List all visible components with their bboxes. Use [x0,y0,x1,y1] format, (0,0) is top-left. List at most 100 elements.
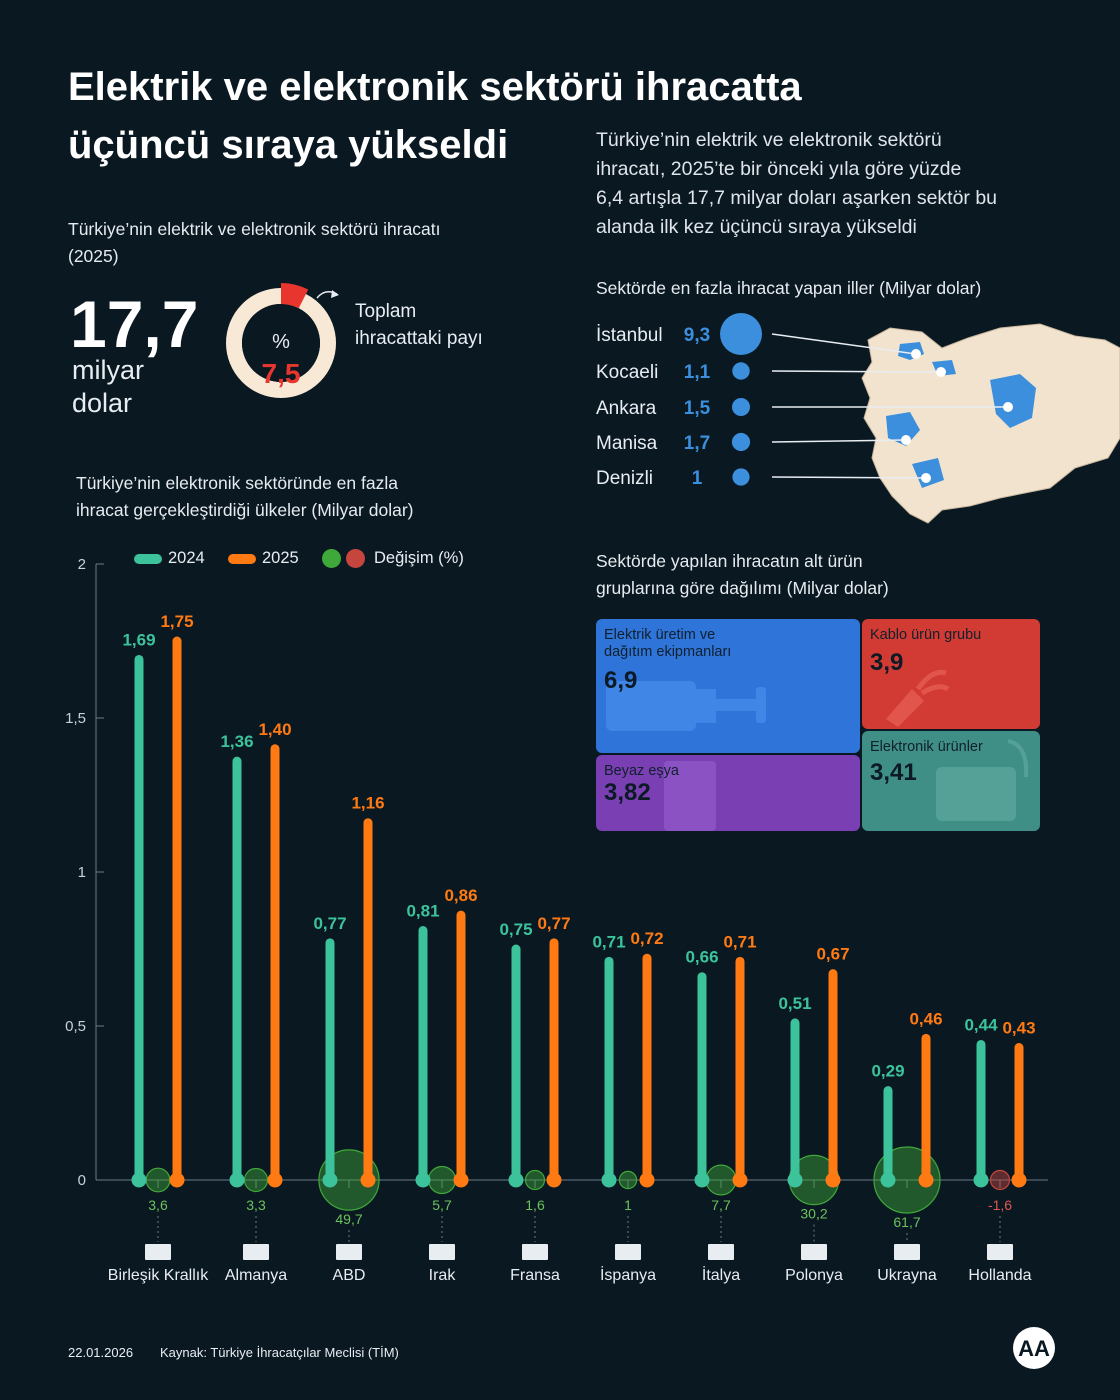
change-bubble [427,1165,457,1195]
change-label: 61,7 [893,1214,920,1230]
bar-base-dot-2024 [131,1172,147,1188]
change-label: 1,6 [525,1197,545,1213]
country-flag-icon [708,1244,734,1260]
tile-label: Elektronik ürünler [870,739,983,756]
change-label: 30,2 [800,1206,827,1222]
unit-line: dolar [72,388,133,418]
country-flag-icon [145,1244,171,1260]
bar-base-dot-2025 [267,1172,283,1188]
washing-machine-icon [664,761,716,831]
tile-electric-equipment: Elektrik üretim ve dağıtım ekipmanları 6… [596,619,860,753]
provinces-title: Sektörde en fazla ihracat yapan iller (M… [596,278,982,298]
category-label: Birleşik Krallık [108,1267,209,1284]
export-total-unit: milyar dolar [72,354,192,420]
change-bubble [524,1169,546,1191]
arrow-head-icon [331,290,339,298]
export-total-label-line: Türkiye’nin elektrik ve elektronik sektö… [68,219,441,239]
legend-swatch-2025 [228,554,256,564]
data-label-2024: 0,81 [406,902,439,921]
tile-label-line: dağıtım ekipmanları [604,644,732,660]
intro-text: Türkiye’nin elektrik ve elektronik sektö… [596,126,1066,242]
bar-base-dot-2025 [360,1172,376,1188]
province-marker [921,473,931,483]
data-label-2024: 0,71 [592,932,625,951]
bar-base-dot-2024 [880,1172,896,1188]
tile-label-line: Beyaz eşya [604,763,679,779]
intro-line: 6,4 artışla 17,7 milyar doları aşarken s… [596,187,998,209]
subgroups-title: Sektörde yapılan ihracatın alt ürün grup… [596,548,1076,602]
data-label-2024: 0,44 [964,1015,998,1034]
change-bubble [618,1170,638,1190]
share-symbol: % [272,331,290,353]
share-value: 7,5 [262,358,301,389]
change-bubble [145,1167,171,1193]
data-label-2025: 0,71 [723,932,756,951]
intro-line: ihracatı, 2025’te bir önceki yıla göre y… [596,158,962,180]
tile-label-line: Kablo ürün grubu [870,627,982,643]
footer-date: 22.01.2026 [68,1345,134,1360]
change-label: 5,7 [432,1197,452,1213]
bar-base-dot-2025 [1011,1172,1027,1188]
chart-title-line: ihracat gerçekleştirdiği ülkeler (Milyar… [76,500,414,520]
export-total-label-line: (2025) [68,246,119,266]
legend-swatch-change-negative [346,549,365,568]
y-tick-label: 0 [78,1172,86,1189]
change-label: 3,3 [246,1197,266,1213]
legend-label-change: Değişim (%) [374,549,464,567]
bar-base-dot-2024 [229,1172,245,1188]
legend-swatch-change-positive [322,549,341,568]
data-label-2024: 0,66 [685,948,718,967]
tile-label: Elektrik üretim ve dağıtım ekipmanları [604,627,731,661]
subgroups-title-line: Sektörde yapılan ihracatın alt ürün [596,551,863,571]
category-label: Irak [429,1267,457,1284]
legend-label-2024: 2024 [168,549,205,567]
data-label-2025: 0,67 [816,945,849,964]
province-value: 1,7 [684,433,710,454]
country-flag-icon [429,1244,455,1260]
province-bubble [732,398,750,416]
change-bubble [243,1167,269,1193]
country-flag-icon [894,1244,920,1260]
category-label: ABD [333,1267,366,1284]
share-slice [281,283,309,309]
province-leader-line [771,439,907,443]
tile-label-line: Elektrik üretim ve [604,627,716,643]
province-marker [936,367,946,377]
data-label-2024: 0,77 [313,914,346,933]
change-label: 7,7 [711,1197,731,1213]
y-tick-label: 1,5 [65,710,86,727]
province-name: Kocaeli [596,362,658,383]
bar-base-dot-2025 [546,1172,562,1188]
country-flag-icon [522,1244,548,1260]
province-value: 1,5 [684,398,711,419]
manisa-region [886,412,920,446]
y-tick-label: 2 [78,556,86,573]
province-name: Denizli [596,468,653,489]
province-bubble [732,362,750,380]
bar-base-dot-2024 [601,1172,617,1188]
share-label-line: Toplam [355,301,417,322]
bar-base-dot-2025 [639,1172,655,1188]
bar-base-dot-2025 [169,1172,185,1188]
tile-cable: Kablo ürün grubu 3,9 [862,619,1040,729]
country-flag-icon [336,1244,362,1260]
data-label-2025: 0,77 [537,914,570,933]
category-label: İtalya [702,1265,740,1284]
province-value: 1,1 [684,362,711,383]
share-label: Toplam ihracattaki payı [355,298,525,352]
data-label-2024: 0,29 [871,1062,904,1081]
intro-line: Türkiye’nin elektrik ve elektronik sektö… [596,129,942,151]
change-label: 49,7 [335,1211,362,1227]
legend-swatch-2024 [134,554,162,564]
provinces-graphic: İstanbul 9,3 Kocaeli 1,1 Ankara 1,5 Manisa 1,7 D… [596,313,1013,489]
data-label-2024: 1,69 [122,630,155,649]
data-label-2024: 0,51 [778,994,811,1013]
logo-text: AA [1018,1336,1050,1361]
province-marker [901,435,911,445]
country-flag-icon [987,1244,1013,1260]
category-label: İspanya [600,1265,656,1284]
data-label-2025: 0,72 [630,929,663,948]
category-label: Fransa [510,1267,560,1284]
data-label-2025: 1,16 [351,794,384,813]
ankara-region [990,374,1036,428]
